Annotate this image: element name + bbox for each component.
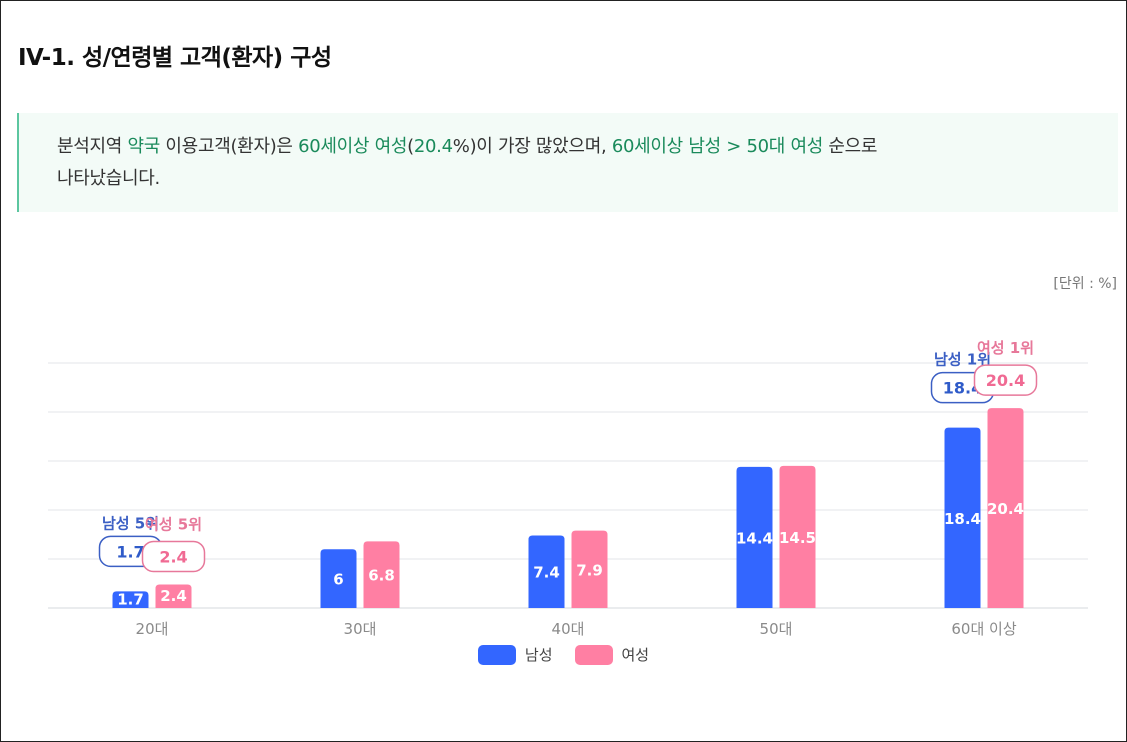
annotation-value: 20.4 xyxy=(986,371,1025,390)
summary-text: 나타났습니다. xyxy=(57,168,160,189)
bar-chart: 1.7 2.4 20대 6 6.8 30대 7.4 7.9 40대 14.4 14.5 50대 18.4… xyxy=(48,339,1088,638)
bar-value-label: 1.7 xyxy=(117,591,144,609)
bar-value-label: 2.4 xyxy=(160,587,187,605)
annotation-bubble xyxy=(141,540,206,573)
bar-female-2 xyxy=(571,530,608,608)
unit-label: [단위 : %] xyxy=(1053,276,1117,292)
x-tick-label: 50대 xyxy=(760,620,793,638)
x-tick-label: 20대 xyxy=(136,620,169,638)
legend-item-female[interactable]: 여성 xyxy=(574,644,650,665)
annotation-value: 1.7 xyxy=(116,542,144,561)
x-tick-label: 60대 이상 xyxy=(951,620,1016,638)
bar-male-4 xyxy=(944,427,981,608)
chart-legend: 남성 여성 xyxy=(0,644,1127,665)
annotation-rank-label: 여성 5위 xyxy=(145,515,202,533)
summary-highlight: 20.4 xyxy=(413,136,453,157)
legend-swatch xyxy=(477,644,516,665)
bar-value-label: 6 xyxy=(333,571,343,589)
summary-text: 순으로 xyxy=(822,136,878,157)
legend-label: 여성 xyxy=(621,646,650,664)
bar-male-0 xyxy=(112,591,149,608)
bar-female-1 xyxy=(363,541,400,608)
legend-label: 남성 xyxy=(524,646,553,664)
bar-value-label: 6.8 xyxy=(368,567,395,585)
bar-value-label: 14.5 xyxy=(779,529,816,547)
x-tick-label: 30대 xyxy=(344,620,377,638)
bar-value-label: 20.4 xyxy=(987,500,1024,518)
annotation-value: 2.4 xyxy=(159,547,187,566)
summary-highlight: 약국 xyxy=(127,136,160,157)
summary-highlight: 60세이상 여성 xyxy=(298,136,408,157)
summary-box: 분석지역 약국 이용고객(환자)은 60세이상 여성(20.4%)이 가장 많았… xyxy=(17,113,1118,212)
annotation-rank-label: 남성 1위 xyxy=(934,351,991,369)
bar-female-3 xyxy=(779,465,816,608)
page-title: IV-1. 성/연령별 고객(환자) 구성 xyxy=(18,45,332,71)
legend-swatch xyxy=(574,644,613,665)
annotation-rank-label: 남성 5위 xyxy=(102,514,159,532)
summary-text: 분석지역 xyxy=(57,136,128,157)
bar-male-1 xyxy=(320,549,357,608)
bar-male-2 xyxy=(528,535,565,608)
annotation-rank-label: 여성 1위 xyxy=(977,339,1034,357)
bar-female-4 xyxy=(987,408,1024,608)
annotation-value: 18.4 xyxy=(943,379,982,398)
x-tick-label: 40대 xyxy=(552,620,585,638)
bar-female-0 xyxy=(155,584,192,608)
bar-value-label: 7.4 xyxy=(533,564,560,582)
bar-value-label: 18.4 xyxy=(944,510,981,528)
legend-item-male[interactable]: 남성 xyxy=(477,644,553,665)
summary-highlight: 60세이상 남성 > 50대 여성 xyxy=(611,136,823,157)
summary-text: ( xyxy=(407,136,414,157)
annotation-bubble xyxy=(973,364,1038,396)
bar-value-label: 7.9 xyxy=(576,561,603,579)
bar-value-label: 14.4 xyxy=(736,529,773,547)
summary-text: 이용고객(환자)은 xyxy=(160,136,299,157)
bar-male-3 xyxy=(736,466,773,608)
summary-text: %)이 가장 많았으며, xyxy=(452,136,612,157)
